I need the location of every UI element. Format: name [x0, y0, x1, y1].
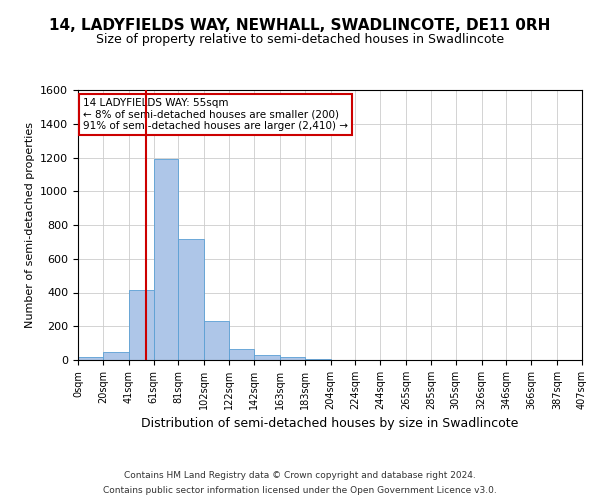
Bar	[129, 290, 154, 360]
Bar	[229, 349, 254, 360]
Text: 14, LADYFIELDS WAY, NEWHALL, SWADLINCOTE, DE11 0RH: 14, LADYFIELDS WAY, NEWHALL, SWADLINCOTE…	[49, 18, 551, 32]
Y-axis label: Number of semi-detached properties: Number of semi-detached properties	[25, 122, 35, 328]
Text: Contains HM Land Registry data © Crown copyright and database right 2024.: Contains HM Land Registry data © Crown c…	[124, 471, 476, 480]
Bar	[154, 159, 178, 360]
Bar	[305, 359, 331, 360]
Bar	[178, 240, 205, 360]
Text: 14 LADYFIELDS WAY: 55sqm
← 8% of semi-detached houses are smaller (200)
91% of s: 14 LADYFIELDS WAY: 55sqm ← 8% of semi-de…	[83, 98, 348, 132]
Bar	[78, 358, 103, 360]
Bar	[103, 352, 129, 360]
Text: Contains public sector information licensed under the Open Government Licence v3: Contains public sector information licen…	[103, 486, 497, 495]
Bar	[254, 355, 280, 360]
Bar	[205, 321, 229, 360]
Text: Size of property relative to semi-detached houses in Swadlincote: Size of property relative to semi-detach…	[96, 32, 504, 46]
Bar	[280, 358, 305, 360]
X-axis label: Distribution of semi-detached houses by size in Swadlincote: Distribution of semi-detached houses by …	[142, 418, 518, 430]
